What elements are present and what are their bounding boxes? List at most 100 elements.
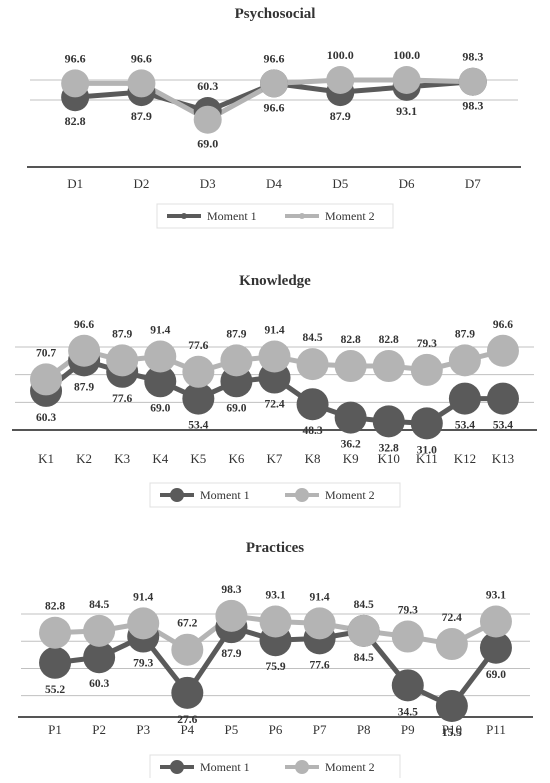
data-label-1: 60.3 bbox=[89, 678, 109, 690]
data-point-1 bbox=[448, 382, 481, 415]
legend-label: Moment 2 bbox=[325, 760, 375, 774]
data-label-1: 77.6 bbox=[112, 393, 132, 405]
data-label-2: 79.3 bbox=[398, 605, 418, 617]
x-tick-label: K8 bbox=[305, 451, 321, 466]
data-label-2: 100.0 bbox=[393, 48, 420, 62]
data-point-2 bbox=[372, 350, 405, 383]
data-label-1: 87.9 bbox=[221, 648, 241, 660]
data-label-1: 53.4 bbox=[455, 420, 475, 432]
data-label-2: 96.6 bbox=[131, 51, 152, 65]
data-label-2: 82.8 bbox=[379, 334, 399, 346]
data-point-2 bbox=[303, 607, 336, 640]
data-point-2 bbox=[144, 340, 177, 373]
x-tick-label: K6 bbox=[228, 451, 244, 466]
data-point-2 bbox=[296, 348, 329, 381]
x-tick-label: K9 bbox=[343, 451, 359, 466]
x-tick-label: D2 bbox=[133, 176, 149, 191]
data-point-2 bbox=[410, 353, 443, 386]
data-label-1: 60.3 bbox=[36, 412, 56, 424]
data-point-1 bbox=[171, 676, 204, 709]
data-point-1 bbox=[479, 631, 512, 664]
data-point-2 bbox=[39, 616, 72, 649]
data-point-1 bbox=[83, 641, 116, 674]
data-label-2: 84.5 bbox=[89, 599, 109, 611]
data-label-1: 15.5 bbox=[442, 727, 462, 739]
data-point-2 bbox=[68, 334, 101, 367]
data-label-1: 96.6 bbox=[264, 100, 285, 114]
data-label-2: 82.8 bbox=[341, 334, 361, 346]
data-label-2: 91.4 bbox=[310, 591, 330, 603]
x-tick-label: P5 bbox=[225, 722, 239, 737]
data-label-1: 79.3 bbox=[133, 658, 153, 670]
data-label-1: 27.6 bbox=[177, 714, 197, 726]
data-label-2: 77.6 bbox=[188, 340, 208, 352]
x-tick-label: K4 bbox=[152, 451, 168, 466]
data-point-1 bbox=[39, 646, 72, 679]
data-label-1: 98.3 bbox=[462, 99, 483, 113]
data-label-2: 96.6 bbox=[65, 51, 86, 65]
data-point-1 bbox=[182, 382, 215, 415]
data-point-2 bbox=[486, 334, 519, 367]
data-label-2: 70.7 bbox=[36, 347, 56, 359]
data-label-1: 55.2 bbox=[45, 684, 65, 696]
chart-panel-2: Knowledge 60.3 87.9 77.6 69.0 53.4 69.0 72.4 48.… bbox=[12, 273, 537, 508]
data-point-2 bbox=[106, 344, 139, 377]
data-point-1 bbox=[391, 669, 424, 702]
data-label-2: 72.4 bbox=[442, 612, 462, 624]
legend-marker bbox=[295, 760, 309, 774]
data-label-2: 79.3 bbox=[417, 338, 437, 350]
data-point-1 bbox=[486, 382, 519, 415]
x-tick-label: P3 bbox=[136, 722, 150, 737]
data-label-2: 96.6 bbox=[264, 51, 285, 65]
x-tick-label: P9 bbox=[401, 722, 415, 737]
x-tick-label: P1 bbox=[48, 722, 62, 737]
data-label-1: 31.0 bbox=[417, 444, 437, 456]
data-label-1: 53.4 bbox=[188, 420, 208, 432]
x-tick-label: D6 bbox=[399, 176, 415, 191]
legend-label: Moment 2 bbox=[325, 209, 375, 223]
data-point-2 bbox=[435, 628, 468, 661]
x-tick-label: D4 bbox=[266, 176, 282, 191]
data-point-2 bbox=[30, 363, 63, 396]
data-point-1 bbox=[372, 405, 405, 438]
data-label-1: 93.1 bbox=[396, 104, 417, 118]
data-label-2: 87.9 bbox=[112, 328, 132, 340]
x-tick-label: K7 bbox=[267, 451, 283, 466]
data-label-1: 87.9 bbox=[74, 381, 94, 393]
legend-label: Moment 2 bbox=[325, 488, 375, 502]
data-label-1: 75.9 bbox=[265, 661, 285, 673]
data-point-2 bbox=[326, 66, 355, 94]
data-point-2 bbox=[182, 355, 215, 388]
data-point-2 bbox=[391, 620, 424, 653]
x-tick-label: P6 bbox=[269, 722, 283, 737]
data-label-2: 98.3 bbox=[462, 50, 483, 64]
data-label-1: 87.9 bbox=[330, 109, 351, 123]
data-point-2 bbox=[127, 607, 160, 640]
x-tick-label: P4 bbox=[180, 722, 194, 737]
chart-title: Psychosocial bbox=[235, 6, 316, 22]
data-point-2 bbox=[458, 67, 487, 96]
data-point-2 bbox=[260, 69, 288, 98]
chart-panel-3: Practices 55.2 60.3 79.3 27.6 87.9 75.9 77.6 84.… bbox=[18, 540, 533, 780]
legend-label: Moment 1 bbox=[200, 760, 250, 774]
x-tick-label: K12 bbox=[454, 451, 476, 466]
data-label-1: 32.8 bbox=[379, 442, 399, 454]
data-point-1 bbox=[144, 365, 177, 398]
data-label-2: 84.5 bbox=[354, 599, 374, 611]
x-tick-label: D1 bbox=[67, 176, 83, 191]
data-label-1: 36.2 bbox=[341, 439, 361, 451]
x-tick-label: K2 bbox=[76, 451, 92, 466]
data-label-1: 69.0 bbox=[150, 402, 170, 414]
data-label-1: 53.4 bbox=[493, 420, 513, 432]
data-label-1: 84.5 bbox=[354, 652, 374, 664]
x-tick-label: P2 bbox=[92, 722, 106, 737]
x-tick-label: D5 bbox=[332, 176, 348, 191]
data-point-2 bbox=[334, 350, 367, 383]
data-point-2 bbox=[171, 633, 204, 666]
data-label-1: 72.4 bbox=[264, 399, 284, 411]
x-tick-label: P7 bbox=[313, 722, 327, 737]
data-label-2: 96.6 bbox=[74, 319, 94, 331]
data-point-2 bbox=[259, 605, 292, 638]
